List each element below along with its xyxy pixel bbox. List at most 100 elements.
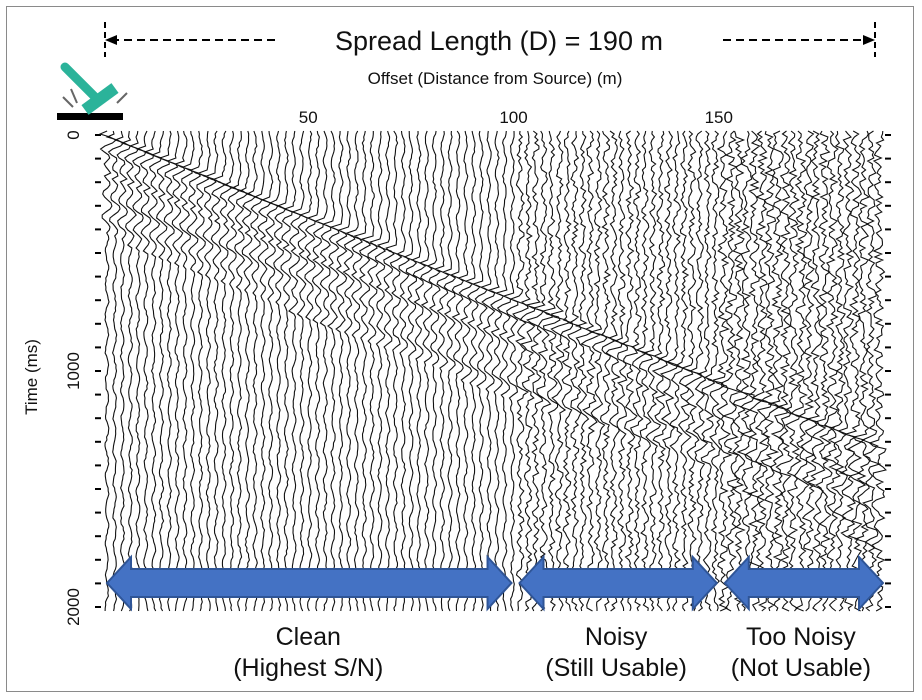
seismic-trace <box>174 130 193 612</box>
seismic-trace <box>574 130 594 612</box>
seismic-trace <box>298 130 316 612</box>
seismic-trace <box>456 130 473 612</box>
seismic-trace <box>120 130 140 612</box>
seismic-trace <box>813 130 836 612</box>
seismic-trace <box>98 130 118 612</box>
seismic-trace <box>588 130 608 611</box>
seismic-trace <box>805 130 827 612</box>
seismic-trace <box>290 130 309 612</box>
seismic-trace <box>736 130 755 612</box>
seismic-trace <box>784 130 802 612</box>
zone-arrow <box>723 554 885 612</box>
x-tick-label: 150 <box>705 108 733 127</box>
y-tick-label: 2000 <box>64 588 83 626</box>
seismic-trace <box>580 130 601 612</box>
seismic-trace <box>560 130 574 612</box>
seismic-trace <box>542 130 561 612</box>
seismic-trace <box>494 130 511 612</box>
seismic-trace <box>844 130 867 612</box>
seismic-trace <box>158 130 179 612</box>
seismic-trace <box>205 130 226 612</box>
seismic-trace <box>197 130 217 612</box>
seismic-trace <box>525 130 545 612</box>
seismic-trace <box>651 130 668 612</box>
seismic-trace <box>230 130 248 612</box>
seismic-trace <box>283 130 302 612</box>
seismic-trace <box>268 130 287 612</box>
zone-labels: Clean (Highest S/N) Noisy (Still Usable) Too… <box>233 623 871 682</box>
seismic-trace <box>418 130 433 612</box>
seismic-trace <box>641 130 662 612</box>
seismic-trace <box>837 130 858 612</box>
seismic-trace <box>189 130 210 612</box>
seismic-trace <box>731 130 749 612</box>
seismic-trace <box>306 130 325 612</box>
seismic-trace <box>502 130 519 612</box>
seismic-trace <box>223 130 240 612</box>
seismic-trace <box>620 130 639 612</box>
seismic-trace <box>509 130 529 612</box>
seismic-trace <box>181 130 202 612</box>
zone-label: Clean <box>276 623 341 651</box>
seismic-trace <box>128 130 147 612</box>
seismic-trace <box>657 130 678 612</box>
seismic-trace <box>449 130 464 612</box>
seismic-trace <box>385 130 403 612</box>
zone-arrow <box>518 554 719 612</box>
seismic-trace <box>166 130 186 612</box>
seismic-trace <box>599 130 616 612</box>
chart-title: Spread Length (D) = 190 m <box>335 26 663 56</box>
figure-frame: Spread Length (D) = 190 m Offset (Distan… <box>6 6 914 692</box>
hammer-source-icon <box>57 62 128 120</box>
seismic-trace <box>245 130 263 612</box>
seismic-trace <box>345 130 363 612</box>
seismic-trace <box>135 130 155 612</box>
seismic-trace <box>853 130 871 612</box>
y-tick-label: 0 <box>64 130 83 139</box>
seismic-traces <box>98 130 887 612</box>
seismic-trace <box>768 130 788 612</box>
seismic-trace <box>550 130 570 612</box>
seismic-trace <box>410 130 427 612</box>
y-tick-label: 1000 <box>64 352 83 390</box>
seismic-trace <box>395 130 410 612</box>
spread-length-dimension <box>104 22 876 57</box>
seismic-trace <box>629 130 649 612</box>
x-tick-label: 50 <box>299 108 318 127</box>
seismic-trace <box>253 130 272 612</box>
seismic-trace <box>829 130 848 612</box>
seismic-trace <box>330 130 348 612</box>
y-axis-label: Time (ms) <box>22 339 41 415</box>
seismic-trace <box>488 130 505 612</box>
seismic-trace <box>433 130 450 612</box>
seismic-trace <box>519 130 536 612</box>
x-axis-label: Offset (Distance from Source) (m) <box>368 69 623 88</box>
seismic-trace <box>105 130 125 612</box>
seismic-trace <box>322 130 340 612</box>
seismic-trace <box>567 130 582 612</box>
seismic-trace <box>744 130 763 612</box>
seismic-trace <box>377 130 395 612</box>
seismic-trace <box>790 130 812 612</box>
seismic-trace <box>314 130 332 612</box>
seismic-trace <box>369 130 387 612</box>
seismic-trace <box>751 130 773 612</box>
seismic-trace <box>635 130 654 612</box>
y-axis-ticks: 0 1000 2000 <box>64 130 891 626</box>
zone-label: Too Noisy <box>746 623 856 651</box>
seismic-trace <box>150 130 171 612</box>
zone-sublabel: (Highest S/N) <box>233 654 383 682</box>
zone-sublabel: (Still Usable) <box>545 654 687 682</box>
seismic-trace <box>868 130 887 612</box>
seismic-trace <box>798 130 818 612</box>
seismic-trace <box>759 130 781 612</box>
zone-arrows <box>105 554 885 612</box>
seismic-trace <box>471 130 488 612</box>
seismic-trace <box>213 130 233 612</box>
seismic-trace <box>113 130 132 612</box>
seismic-trace <box>712 130 733 612</box>
seismic-trace <box>464 130 481 612</box>
seismic-trace <box>480 130 496 612</box>
seismic-trace <box>426 130 441 612</box>
seismic-trace <box>704 130 725 612</box>
